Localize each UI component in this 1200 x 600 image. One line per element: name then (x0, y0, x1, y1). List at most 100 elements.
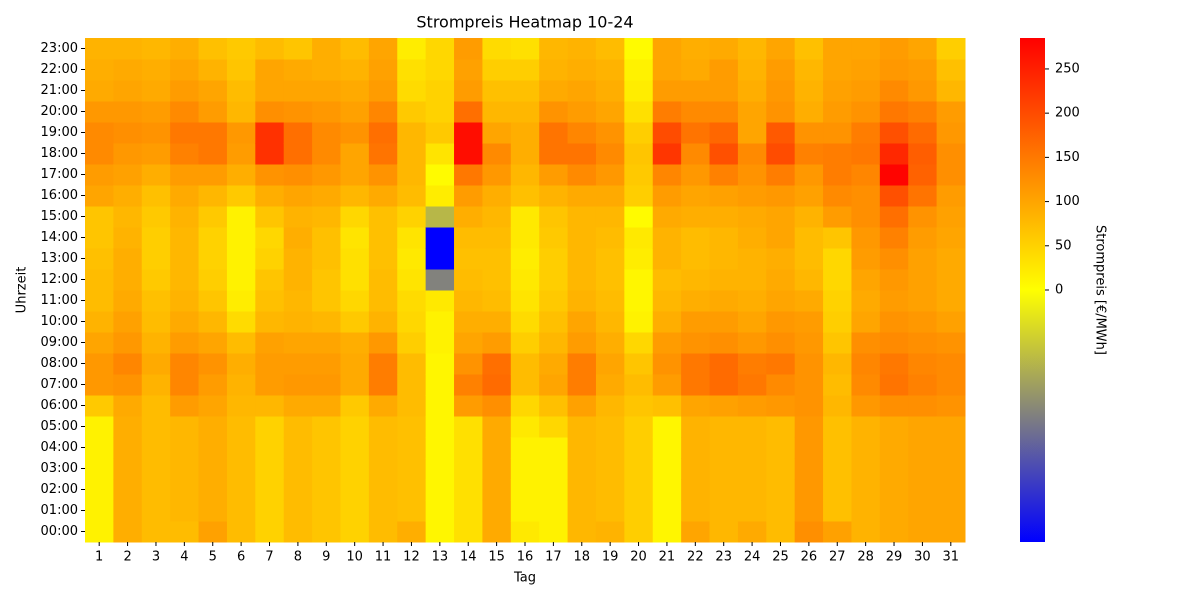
heat-cell (539, 122, 569, 144)
heat-cell (851, 500, 881, 522)
heat-cell (454, 80, 483, 102)
heat-cell (823, 479, 852, 501)
heat-cell (113, 479, 143, 501)
heat-cell (425, 521, 455, 543)
heat-cell (851, 374, 881, 396)
heat-cell (255, 164, 285, 186)
heat-cell (482, 395, 512, 417)
heat-cell (823, 500, 852, 522)
heat-cell (681, 38, 711, 60)
heat-cell (141, 353, 171, 375)
heat-cell (737, 332, 767, 354)
x-tick-label: 19 (602, 550, 619, 565)
x-tick-label: 4 (180, 550, 188, 565)
heat-cell (908, 353, 938, 375)
heat-cell (368, 269, 398, 291)
heat-cell (624, 38, 654, 60)
heat-cell (652, 206, 682, 228)
heat-cell (624, 458, 654, 480)
heat-cell (226, 122, 256, 144)
heat-cell (737, 38, 767, 60)
heat-cell (624, 59, 654, 81)
heat-cell (936, 101, 966, 123)
heat-cell (340, 416, 370, 438)
y-tick-label: 07:00 (41, 377, 78, 392)
heat-cell (425, 80, 455, 102)
heat-cell (595, 59, 625, 81)
heat-cell (794, 479, 824, 501)
heat-cell (595, 500, 625, 522)
heat-cell (510, 332, 540, 354)
heat-cell (482, 143, 512, 165)
heat-cell (255, 59, 285, 81)
heat-cell (851, 479, 881, 501)
heat-cell (766, 269, 796, 291)
heat-cell (312, 521, 341, 543)
heat-cell (567, 185, 597, 207)
heat-cell (170, 185, 200, 207)
heat-cell (908, 458, 938, 480)
heat-cell (766, 101, 796, 123)
heat-cell (737, 269, 767, 291)
heat-cell (766, 227, 796, 249)
heat-cell (652, 332, 682, 354)
colorbar-label: Strompreis [€/MWh] (1093, 225, 1108, 355)
x-tick-label: 15 (488, 550, 505, 565)
heat-cell (226, 479, 256, 501)
heat-cell (567, 521, 597, 543)
heat-cell (312, 311, 341, 333)
heat-cell (652, 143, 682, 165)
heat-cell (226, 248, 256, 270)
heat-cell (794, 227, 824, 249)
heat-cell (85, 248, 114, 270)
heat-cell (794, 206, 824, 228)
heat-cell (737, 164, 767, 186)
heat-cell (141, 521, 171, 543)
heat-cell (141, 122, 171, 144)
heat-cell (397, 500, 427, 522)
heat-cell (737, 374, 767, 396)
heat-cell (567, 479, 597, 501)
y-tick-label: 20:00 (41, 104, 78, 119)
heat-cell (255, 185, 285, 207)
heat-cell (198, 206, 228, 228)
heat-cell (368, 500, 398, 522)
heat-cell (539, 290, 569, 312)
heat-cell (794, 290, 824, 312)
heat-cell (170, 227, 200, 249)
heat-cell (510, 311, 540, 333)
heat-cell (113, 437, 143, 459)
heat-cell (567, 143, 597, 165)
heat-cell (482, 185, 512, 207)
heat-cell (567, 269, 597, 291)
heat-cell (823, 59, 852, 81)
x-tick-label: 26 (801, 550, 818, 565)
heat-cell (823, 395, 852, 417)
heat-cell (737, 143, 767, 165)
heat-cell (170, 269, 200, 291)
colorbar-tick-label: 50 (1055, 238, 1072, 253)
y-tick-label: 13:00 (41, 251, 78, 266)
heat-cell (312, 269, 341, 291)
heat-cell (794, 122, 824, 144)
heat-cell (624, 101, 654, 123)
heat-cell (567, 227, 597, 249)
heat-cell (936, 227, 966, 249)
heat-cell (340, 374, 370, 396)
heat-cell (681, 521, 711, 543)
heat-cell (681, 500, 711, 522)
heat-cell (936, 395, 966, 417)
x-tick-label: 6 (237, 550, 245, 565)
heat-cell (283, 143, 313, 165)
heat-cell (794, 374, 824, 396)
heat-cell (368, 479, 398, 501)
heat-cell (624, 374, 654, 396)
heat-cell (567, 290, 597, 312)
heat-cell (709, 164, 739, 186)
heat-cell (879, 332, 909, 354)
heat-cell (510, 395, 540, 417)
heat-cell (340, 248, 370, 270)
x-tick-label: 1 (95, 550, 103, 565)
heat-cell (198, 248, 228, 270)
